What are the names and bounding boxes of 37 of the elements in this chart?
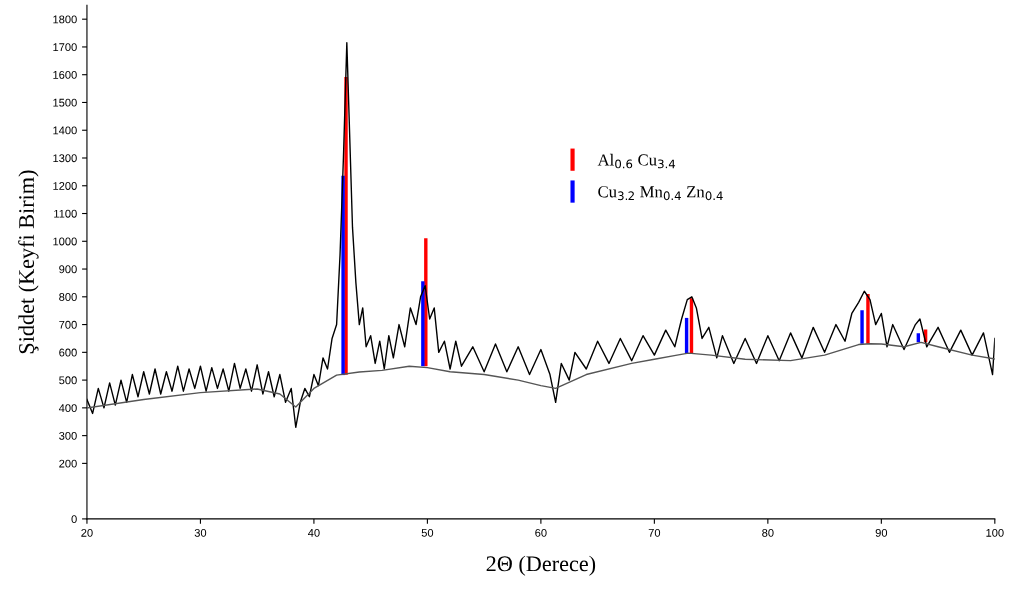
- y-tick-label: 1800: [53, 15, 77, 24]
- bar: [341, 175, 345, 376]
- x-axis-title: 2Θ (Derece): [486, 555, 596, 576]
- y-tick-label: 1600: [53, 70, 77, 79]
- bar: [860, 310, 864, 344]
- y-tick-label: 1500: [53, 98, 77, 107]
- y-tick-label: 800: [59, 293, 77, 301]
- x-tick-label: 60: [535, 528, 547, 537]
- x-tick-label: 90: [875, 528, 888, 537]
- legend-label: Al$_{0.6}$ Cu$_{3.4}$: [597, 153, 676, 169]
- y-axis-title: Şiddet (Keyfi Birim): [18, 170, 39, 354]
- y-tick-label: 0: [71, 515, 77, 524]
- x-tick-label: 50: [421, 528, 434, 537]
- y-tick-label: 300: [59, 431, 77, 440]
- y-tick-label: 700: [59, 320, 77, 329]
- y-tick-label: 600: [59, 348, 77, 357]
- y-tick-label: 1700: [53, 43, 77, 52]
- y-tick-label: 200: [59, 459, 77, 468]
- x-tick-label: 30: [194, 528, 207, 537]
- x-tick-label: 40: [307, 528, 320, 537]
- bar: [421, 281, 425, 367]
- legend-label: Cu$_{3.2}$ Mn$_{0.4}$ Zn$_{0.4}$: [598, 186, 723, 201]
- y-tick-label: 1100: [54, 209, 77, 218]
- y-tick-label: 1200: [53, 182, 77, 190]
- y-tick-label: 1000: [53, 237, 77, 246]
- bar: [424, 238, 428, 367]
- y-tick-label: 400: [58, 404, 77, 412]
- bar: [866, 294, 870, 344]
- x-tick-label: 100: [986, 528, 1004, 537]
- line-series: [86, 341, 995, 409]
- x-tick-label: 20: [81, 528, 93, 537]
- y-tick-label: 1400: [53, 126, 77, 135]
- x-tick-label: 80: [762, 528, 774, 537]
- y-tick-label: 500: [59, 376, 77, 385]
- y-tick-label: 1300: [53, 154, 77, 163]
- x-tick-label: 70: [648, 528, 661, 537]
- y-tick-label: 900: [59, 265, 77, 274]
